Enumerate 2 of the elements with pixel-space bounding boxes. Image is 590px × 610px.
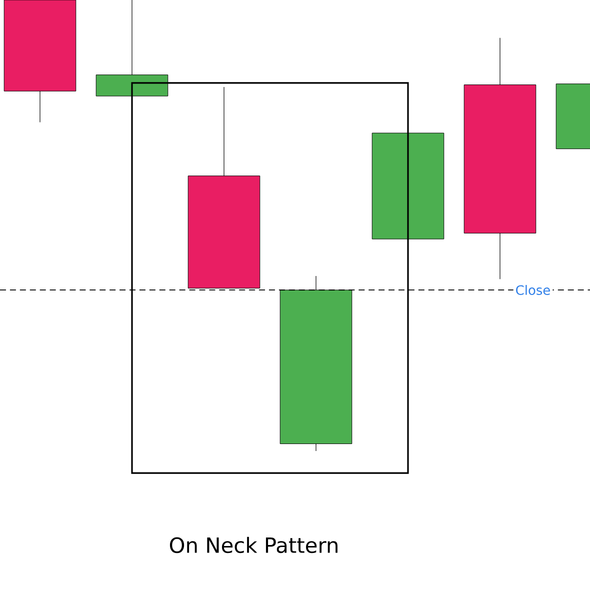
ref-line-label: Close (516, 284, 550, 295)
text: On Neck Pattern (170, 536, 338, 554)
